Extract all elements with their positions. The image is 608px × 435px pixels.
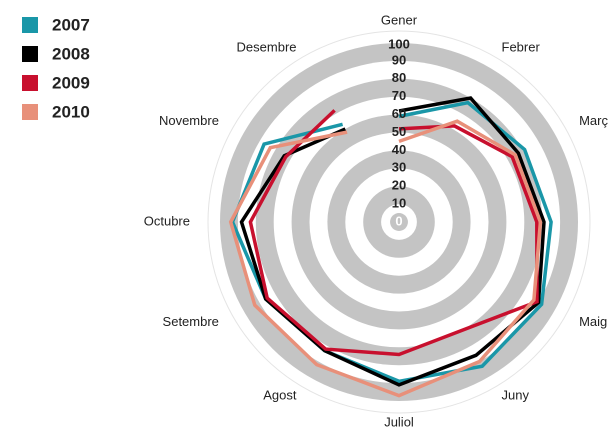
category-label: Novembre: [159, 113, 219, 128]
category-label: Febrer: [502, 39, 541, 54]
legend-label: 2009: [52, 73, 90, 92]
series-line: [248, 109, 539, 357]
category-label: Desembre: [237, 39, 297, 54]
legend-label: 2007: [52, 15, 90, 34]
center: [390, 213, 408, 231]
r-tick-label: 40: [392, 142, 406, 157]
category-label: Juliol: [384, 414, 414, 429]
r-tick-label: 20: [392, 178, 406, 193]
legend-swatch: [22, 104, 38, 120]
series-line: [239, 96, 546, 387]
category-label: Març: [579, 113, 608, 128]
category-label: Agost: [263, 388, 297, 403]
category-label: Octubre: [144, 213, 190, 228]
legend-swatch: [22, 46, 38, 62]
r-tick-label: 70: [392, 88, 406, 103]
r-tick-label: 100: [388, 36, 410, 51]
legend-label: 2008: [52, 44, 90, 63]
r-tick-label: 10: [392, 196, 406, 211]
legend-swatch: [22, 75, 38, 91]
category-label: Gener: [381, 12, 418, 27]
r-tick-label: 60: [392, 106, 406, 121]
series-line: [228, 119, 543, 398]
legend-label: 2010: [52, 102, 90, 121]
category-label: Juny: [502, 388, 530, 403]
rim: [207, 30, 591, 414]
legend-swatch: [22, 17, 38, 33]
category-label: Maig: [579, 314, 607, 329]
r-tick-label: 0: [395, 213, 402, 228]
category-label: Setembre: [163, 314, 219, 329]
r-tick-label: 30: [392, 160, 406, 175]
r-tick-label: 80: [392, 70, 406, 85]
r-tick-label: 90: [392, 52, 406, 67]
r-tick-label: 50: [392, 124, 406, 139]
